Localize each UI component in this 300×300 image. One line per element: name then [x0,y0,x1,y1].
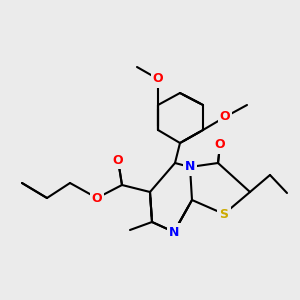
Text: S: S [220,208,229,220]
Text: O: O [92,191,102,205]
Text: O: O [215,139,225,152]
Text: N: N [169,226,179,238]
Text: O: O [220,110,230,124]
Text: O: O [113,154,123,166]
Text: N: N [185,160,195,173]
Text: O: O [153,73,163,85]
